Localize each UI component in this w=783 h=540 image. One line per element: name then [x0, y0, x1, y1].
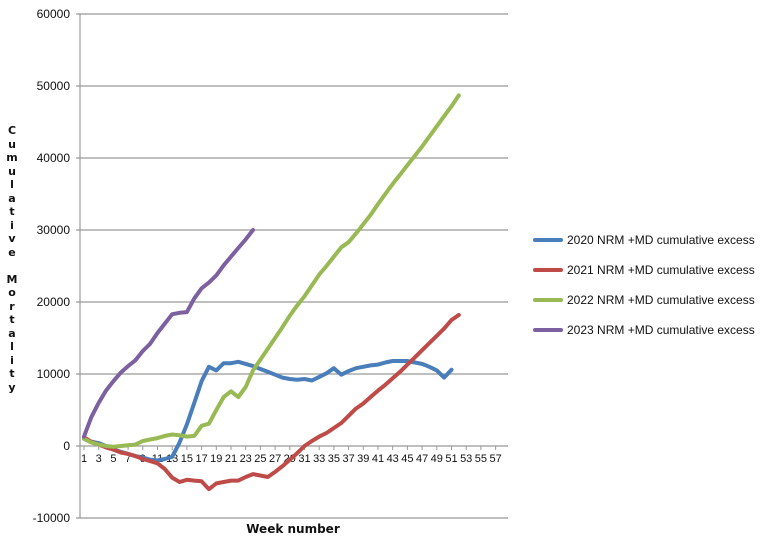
- y-axis-title-char: m: [6, 151, 18, 164]
- y-axis-title-char: [3, 259, 21, 273]
- x-axis-title: Week number: [246, 522, 340, 536]
- y-axis-title-char: C: [7, 124, 17, 137]
- legend-swatch-2023: [533, 328, 563, 332]
- legend-label-2022: 2022 NRM +MD cumulative excess: [567, 293, 755, 307]
- gridlines: [76, 13, 508, 519]
- y-tick-label: 40000: [37, 151, 71, 165]
- y-tick-label: 20000: [37, 295, 71, 309]
- y-axis-title-char: e: [8, 245, 16, 259]
- x-tick-label: 49: [431, 453, 443, 465]
- series-line-2022: [82, 93, 461, 449]
- x-tick-label: 7: [125, 453, 131, 465]
- y-axis-title-char: l: [10, 178, 14, 191]
- y-tick-label: -10000: [33, 511, 71, 525]
- x-tick-label: 19: [210, 453, 222, 465]
- y-axis-title-char: i: [10, 218, 14, 232]
- y-axis-title-char: t: [9, 367, 15, 380]
- legend-swatch-2021: [533, 268, 563, 272]
- x-axis-ticks: 1 3 5 7 9 11 13 15 17 19 21 23 25 27 29 31 33 35 37 39 41 43 4…: [81, 446, 502, 465]
- legend-label-2020: 2020 NRM +MD cumulative excess: [567, 233, 755, 247]
- x-tick-label: 51: [445, 453, 457, 465]
- legend-item-2020: 2020 NRM +MD cumulative excess: [533, 225, 755, 255]
- x-tick-label: 47: [416, 453, 428, 465]
- x-tick-label: 25: [254, 453, 266, 465]
- x-tick-label: 1: [81, 453, 87, 465]
- y-axis-title-char: a: [8, 191, 16, 205]
- series-lines: [82, 93, 461, 492]
- x-tick-label: 5: [110, 453, 116, 465]
- x-tick-label: 45: [401, 453, 413, 465]
- y-tick-label: 0: [63, 439, 70, 453]
- y-axis-ticks: -10000 0 10000 20000 30000 40000 50000 60000: [33, 7, 71, 525]
- x-tick-label: 17: [195, 453, 207, 465]
- x-tick-label: 27: [269, 453, 281, 465]
- legend-item-2023: 2023 NRM +MD cumulative excess: [533, 315, 755, 345]
- series-line-2021: [82, 313, 461, 492]
- x-tick-label: 57: [489, 453, 501, 465]
- x-tick-label: 39: [357, 453, 369, 465]
- legend-swatch-2020: [533, 238, 563, 242]
- x-tick-label: 55: [475, 453, 487, 465]
- x-tick-label: 3: [96, 453, 102, 465]
- x-tick-label: 23: [240, 453, 252, 465]
- series-line-2023: [82, 228, 255, 439]
- legend-label-2023: 2023 NRM +MD cumulative excess: [567, 323, 755, 337]
- y-axis-title-char: a: [8, 326, 16, 340]
- y-axis-title-char: r: [9, 299, 15, 313]
- x-tick-label: 43: [387, 453, 399, 465]
- y-axis-title-char: o: [8, 286, 16, 299]
- y-axis-title-char: M: [6, 272, 18, 286]
- x-tick-label: 41: [372, 453, 384, 465]
- x-tick-label: 21: [225, 453, 237, 465]
- y-axis-title-char: u: [8, 137, 16, 151]
- legend-item-2021: 2021 NRM +MD cumulative excess: [533, 255, 755, 285]
- legend-swatch-2022: [533, 298, 563, 302]
- legend-label-2021: 2021 NRM +MD cumulative excess: [567, 263, 755, 277]
- y-tick-label: 60000: [37, 7, 71, 21]
- y-axis-title-char: t: [9, 313, 15, 326]
- legend: 2020 NRM +MD cumulative excess 2021 NRM …: [533, 225, 755, 345]
- y-axis-title-char: t: [9, 205, 15, 218]
- x-tick-label: 53: [460, 453, 472, 465]
- y-axis-title-char: u: [8, 164, 16, 178]
- x-tick-label: 33: [313, 453, 325, 465]
- x-tick-label: 31: [298, 453, 310, 465]
- y-tick-label: 30000: [37, 223, 71, 237]
- y-tick-label: 50000: [37, 79, 71, 93]
- x-tick-label: 37: [342, 453, 354, 465]
- y-axis-title-char: v: [8, 232, 16, 245]
- x-tick-label: 15: [181, 453, 193, 465]
- y-tick-label: 10000: [37, 367, 71, 381]
- y-axis-title-char: y: [8, 380, 16, 394]
- y-axis-title-char: i: [10, 353, 14, 367]
- y-axis-title-char: l: [10, 340, 14, 353]
- x-tick-label: 35: [328, 453, 340, 465]
- legend-item-2022: 2022 NRM +MD cumulative excess: [533, 285, 755, 315]
